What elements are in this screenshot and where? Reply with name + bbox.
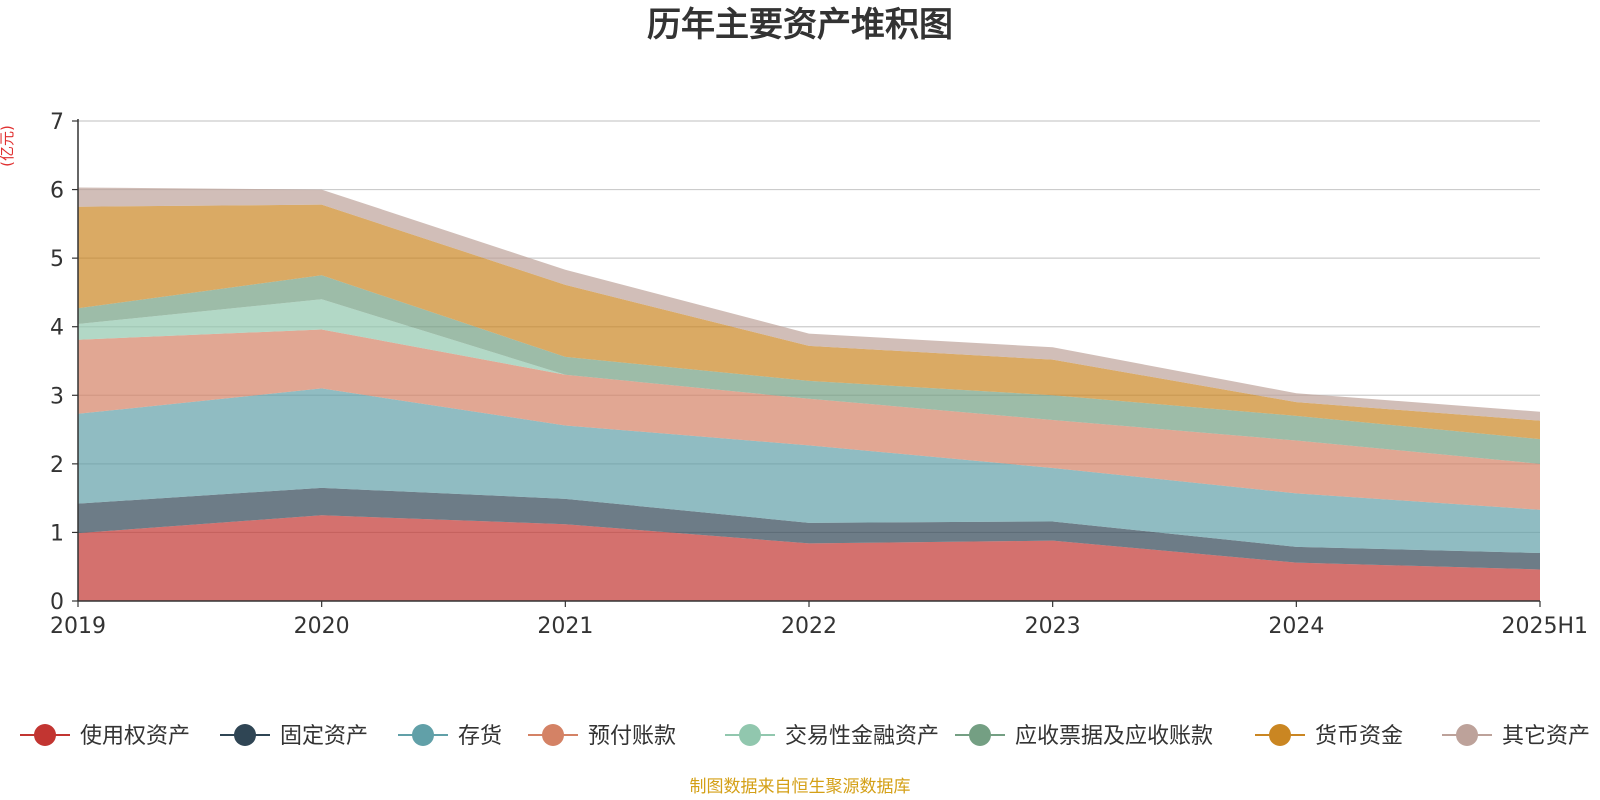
legend-item[interactable]: 交易性金融资产 bbox=[725, 724, 939, 749]
area-series-交易性金融资产 bbox=[78, 299, 1540, 464]
legend-item[interactable]: 预付账款 bbox=[528, 724, 676, 749]
x-tick-label: 2022 bbox=[781, 614, 837, 639]
legend-label: 交易性金融资产 bbox=[785, 724, 939, 749]
chart-title: 历年主要资产堆积图 bbox=[647, 5, 953, 45]
area-layer bbox=[78, 187, 1540, 601]
legend-label: 固定资产 bbox=[280, 724, 368, 749]
axis-layer: 0 1 2 3 4 5 6 7 2019 2020 2021 2022 2023 2024 2025H1 bbox=[50, 110, 1588, 639]
legend-label: 应收票据及应收账款 bbox=[1015, 724, 1213, 749]
area-series-预付账款 bbox=[78, 329, 1540, 510]
x-tick-label: 2024 bbox=[1268, 614, 1324, 639]
legend-item[interactable]: 存货 bbox=[398, 724, 502, 749]
y-tick-label: 5 bbox=[50, 247, 64, 272]
legend-item[interactable]: 应收票据及应收账款 bbox=[955, 724, 1213, 749]
legend-circle-icon bbox=[739, 724, 761, 746]
area-series-货币资金 bbox=[78, 204, 1540, 440]
legend-label: 存货 bbox=[458, 724, 502, 749]
legend-label: 其它资产 bbox=[1502, 724, 1590, 749]
y-tick-label: 0 bbox=[50, 590, 64, 615]
legend-circle-icon bbox=[969, 724, 991, 746]
legend-label: 使用权资产 bbox=[80, 724, 190, 749]
legend-item[interactable]: 固定资产 bbox=[220, 724, 368, 749]
y-tick-label: 6 bbox=[50, 179, 64, 204]
legend-item[interactable]: 使用权资产 bbox=[20, 724, 190, 749]
area-series-固定资产 bbox=[78, 487, 1540, 570]
legend-circle-icon bbox=[1456, 724, 1478, 746]
y-axis-unit-label: (亿元) bbox=[0, 125, 16, 167]
legend-circle-icon bbox=[1269, 724, 1291, 746]
legend-item[interactable]: 货币资金 bbox=[1255, 724, 1403, 749]
area-series-应收票据及应收账款 bbox=[78, 275, 1540, 464]
legend-circle-icon bbox=[34, 724, 56, 746]
y-tick-label: 2 bbox=[50, 453, 64, 478]
legend-circle-icon bbox=[542, 724, 564, 746]
legend-item[interactable]: 其它资产 bbox=[1442, 724, 1590, 749]
legend-label: 货币资金 bbox=[1315, 724, 1403, 749]
area-series-使用权资产 bbox=[78, 515, 1540, 601]
x-tick-label: 2021 bbox=[537, 614, 593, 639]
x-tick-label: 2025H1 bbox=[1501, 614, 1588, 639]
legend: 使用权资产 固定资产 存货 预付账款 交易性金融资产 应收票据及应收账款 货币资金 其它资产 bbox=[20, 724, 1590, 749]
y-tick-label: 4 bbox=[50, 316, 64, 341]
x-tick-label: 2020 bbox=[294, 614, 350, 639]
x-tick-label: 2023 bbox=[1025, 614, 1081, 639]
y-tick-label: 3 bbox=[50, 384, 64, 409]
x-tick-label: 2019 bbox=[50, 614, 106, 639]
legend-circle-icon bbox=[412, 724, 434, 746]
legend-circle-icon bbox=[234, 724, 256, 746]
legend-label: 预付账款 bbox=[588, 724, 676, 749]
y-tick-label: 7 bbox=[50, 110, 64, 135]
area-series-存货 bbox=[78, 388, 1540, 553]
y-tick-label: 1 bbox=[50, 521, 64, 546]
data-source-note: 制图数据来自恒生聚源数据库 bbox=[690, 777, 911, 797]
